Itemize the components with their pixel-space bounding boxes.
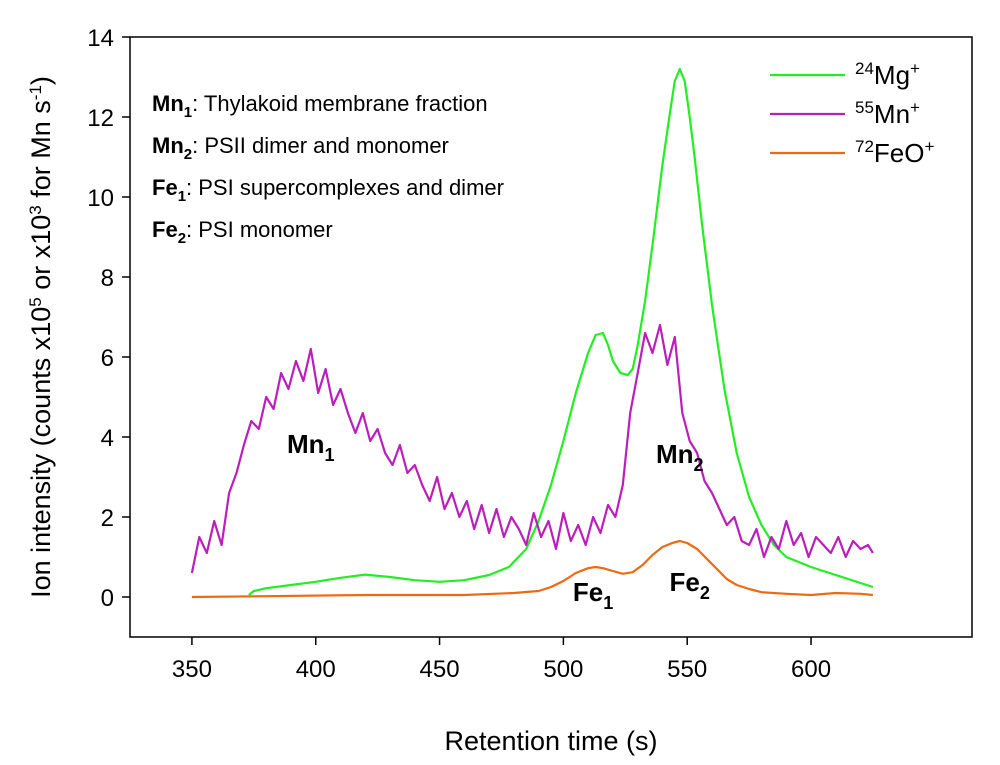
plot-frame bbox=[129, 36, 973, 638]
y-tick-label: 14 bbox=[87, 25, 114, 52]
y-axis-title: Ion intensity (counts x105 or x103 for M… bbox=[26, 76, 57, 598]
annotation-line: Mn2: PSII dimer and monomer bbox=[152, 133, 449, 163]
y-tick-label: 4 bbox=[101, 425, 114, 452]
peak-label-mn2: Mn2 bbox=[656, 439, 704, 475]
x-tick-label: 450 bbox=[420, 656, 460, 683]
y-axis: 0 2 4 6 8 10 12 14 bbox=[87, 25, 130, 612]
legend-label: 24Mg+ bbox=[855, 59, 920, 90]
x-tick-label: 350 bbox=[172, 656, 212, 683]
series-line-mg bbox=[248, 67, 874, 596]
x-tick-label: 600 bbox=[791, 656, 831, 683]
x-tick-label: 500 bbox=[543, 656, 583, 683]
peak-label-mn1: Mn1 bbox=[287, 429, 335, 465]
series-line-mn bbox=[190, 323, 874, 574]
peak-label-fe1: Fe1 bbox=[573, 577, 613, 613]
series-line-feo bbox=[191, 539, 874, 599]
y-tick-label: 6 bbox=[101, 345, 114, 372]
y-tick-label: 2 bbox=[101, 505, 114, 532]
peak-label-fe2: Fe2 bbox=[670, 567, 710, 603]
annotation-line: Mn1: Thylakoid membrane fraction bbox=[152, 91, 488, 121]
series-layer bbox=[190, 67, 874, 599]
annotation-block: Mn1: Thylakoid membrane fraction Mn2: PSI… bbox=[152, 91, 504, 247]
y-tick-label: 8 bbox=[101, 265, 114, 292]
annotation-line: Fe2: PSI monomer bbox=[152, 217, 333, 247]
legend-label: 55Mn+ bbox=[855, 98, 920, 129]
x-tick-label: 400 bbox=[296, 656, 336, 683]
annotation-line: Fe1: PSI supercomplexes and dimer bbox=[152, 175, 504, 205]
x-tick-label: 550 bbox=[667, 656, 707, 683]
peak-labels: Mn1 Mn2 Fe1 Fe2 bbox=[287, 429, 710, 613]
y-tick-label: 10 bbox=[87, 185, 114, 212]
x-axis: 350 400 450 500 550 600 bbox=[172, 637, 831, 683]
legend: 24Mg+ 55Mn+ 72FeO+ bbox=[770, 59, 935, 168]
x-axis-title: Retention time (s) bbox=[444, 726, 657, 756]
legend-label: 72FeO+ bbox=[855, 137, 935, 168]
y-tick-label: 0 bbox=[101, 585, 114, 612]
y-tick-label: 12 bbox=[87, 105, 114, 132]
